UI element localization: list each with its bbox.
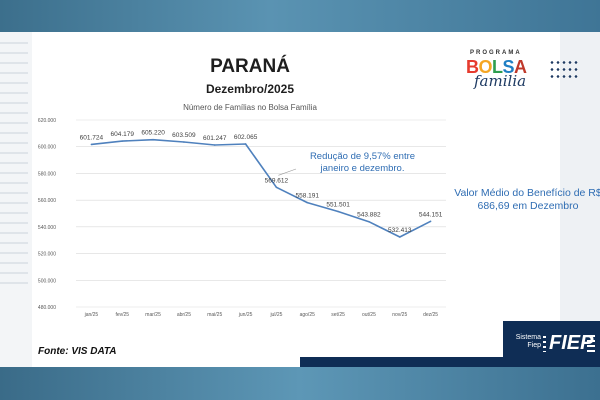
fiep-stripes-icon [587, 335, 595, 353]
x-tick-label: abr/25 [177, 312, 191, 318]
data-label: 602.065 [234, 134, 258, 141]
data-point [275, 186, 278, 189]
right-decorative-strip [560, 32, 600, 367]
fiep-dots-icon [543, 336, 546, 352]
x-tick-label: ago/25 [300, 312, 316, 318]
x-tick-label: out/25 [362, 312, 376, 318]
data-point [398, 236, 401, 238]
logo-bolsa-letter: O [478, 57, 493, 77]
data-point [429, 220, 432, 223]
page-title: PARANÁ [210, 56, 290, 77]
x-tick-label: jul/25 [269, 312, 282, 318]
logo-programa-text: PROGRAMA [470, 50, 522, 56]
bottom-navy-bar [300, 357, 600, 367]
bolsa-familia-logo: PROGRAMA BOLSA familia [462, 50, 582, 95]
fiep-name-text: FIEP [549, 332, 594, 354]
y-tick-label: 560.000 [38, 198, 56, 204]
top-decorative-band [0, 0, 600, 32]
logo-bolsa-letter: L [492, 57, 503, 77]
x-tick-label: jun/25 [238, 312, 253, 318]
y-tick-label: 600.000 [38, 145, 56, 151]
fiep-logo: Sistema Fiep FIEP [503, 321, 600, 367]
series-line [91, 138, 431, 238]
y-tick-label: 500.000 [38, 278, 56, 284]
x-tick-label: mai/25 [207, 312, 222, 318]
data-label: 601.247 [203, 135, 227, 142]
data-label: 569.612 [265, 177, 289, 184]
data-label: 532.413 [388, 227, 412, 234]
chart-title: Número de Famílias no Bolsa Família [183, 103, 317, 112]
data-label: 601.724 [80, 134, 104, 141]
annotation-leader-line [278, 168, 297, 176]
y-tick-label: 540.000 [38, 225, 56, 231]
logo-bolsa-letter: B [466, 57, 479, 77]
logo-bolsa-letter: S [502, 57, 515, 77]
reduction-annotation: Redução de 9,57% entre janeiro e dezembr… [309, 151, 416, 174]
x-tick-label: jan/25 [84, 312, 99, 318]
x-tick-label: nov/25 [392, 312, 407, 318]
data-point [337, 210, 339, 213]
bottom-decorative-band [0, 367, 600, 400]
data-label: 543.882 [357, 212, 381, 219]
left-decorative-strip [0, 32, 32, 367]
data-point [152, 138, 154, 141]
data-label: 604.179 [111, 131, 135, 138]
data-label: 544.151 [419, 211, 443, 218]
page-subtitle: Dezembro/2025 [205, 82, 295, 96]
data-label: 558.191 [296, 193, 320, 200]
data-label: 603.509 [172, 132, 196, 139]
average-benefit-annotation: Valor Médio do Benefício de R$ 686,69 em… [454, 187, 600, 212]
data-label: 605.220 [141, 130, 165, 137]
data-point [90, 143, 93, 146]
logo-familia-text: familia [474, 72, 527, 90]
y-tick-label: 480.000 [38, 305, 56, 311]
x-tick-label: set/25 [331, 312, 345, 318]
y-tick-label: 580.000 [38, 171, 56, 177]
fiep-system-text: Sistema Fiep [515, 334, 541, 349]
x-tick-label: dez/25 [423, 312, 438, 318]
data-label: 551.501 [326, 201, 350, 208]
data-point [213, 144, 216, 146]
data-point [306, 201, 309, 204]
y-tick-label: 520.000 [38, 252, 56, 258]
data-point [183, 141, 185, 143]
source-note: Fonte: VIS DATA [38, 346, 117, 357]
data-point [368, 220, 370, 223]
logo-bolsa-text: BOLSA [466, 57, 527, 78]
logo-dots-icon [549, 59, 579, 81]
y-tick-label: 620.000 [38, 118, 56, 124]
x-tick-label: fev/25 [115, 312, 129, 318]
x-tick-label: mar/25 [145, 312, 161, 318]
data-point [244, 143, 247, 145]
logo-bolsa-letter: A [514, 57, 527, 77]
data-point [121, 140, 124, 142]
